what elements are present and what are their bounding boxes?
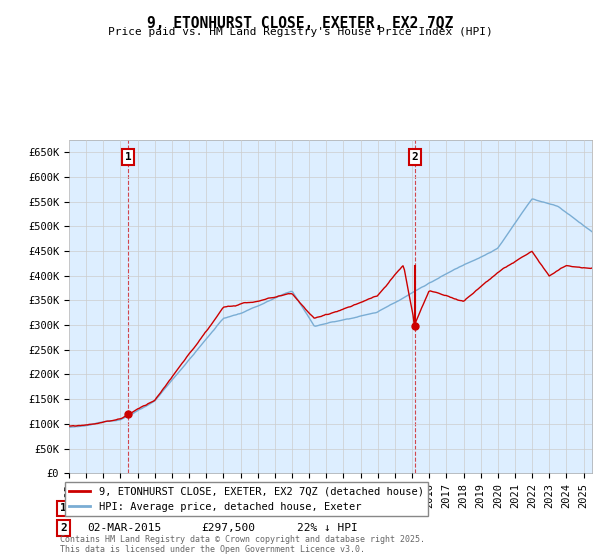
Text: Contains HM Land Registry data © Crown copyright and database right 2025.
This d: Contains HM Land Registry data © Crown c… xyxy=(60,535,425,554)
Text: 9% ↑ HPI: 9% ↑ HPI xyxy=(297,503,351,514)
Text: 12-JUN-1998: 12-JUN-1998 xyxy=(87,503,161,514)
Text: £119,000: £119,000 xyxy=(201,503,255,514)
Text: 9, ETONHURST CLOSE, EXETER, EX2 7QZ: 9, ETONHURST CLOSE, EXETER, EX2 7QZ xyxy=(147,16,453,31)
Text: Price paid vs. HM Land Registry's House Price Index (HPI): Price paid vs. HM Land Registry's House … xyxy=(107,27,493,37)
Text: 2: 2 xyxy=(412,152,418,162)
Legend: 9, ETONHURST CLOSE, EXETER, EX2 7QZ (detached house), HPI: Average price, detach: 9, ETONHURST CLOSE, EXETER, EX2 7QZ (det… xyxy=(65,482,428,516)
Text: 02-MAR-2015: 02-MAR-2015 xyxy=(87,523,161,533)
Text: £297,500: £297,500 xyxy=(201,523,255,533)
Text: 2: 2 xyxy=(60,523,67,533)
Text: 1: 1 xyxy=(125,152,131,162)
Text: 1: 1 xyxy=(60,503,67,514)
Text: 22% ↓ HPI: 22% ↓ HPI xyxy=(297,523,358,533)
